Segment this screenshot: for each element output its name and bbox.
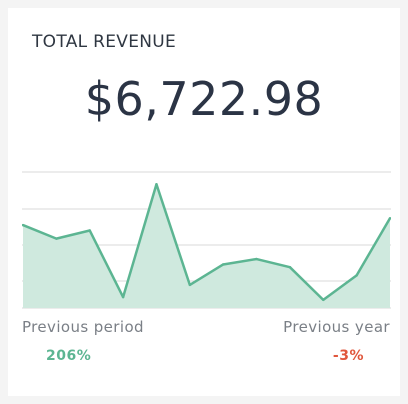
area-fill bbox=[23, 184, 390, 308]
revenue-card: TOTAL REVENUE $6,722.98 Previous period … bbox=[8, 8, 400, 396]
data-point bbox=[22, 223, 25, 227]
data-point bbox=[155, 183, 158, 186]
revenue-area-chart bbox=[22, 171, 391, 309]
data-point bbox=[388, 217, 391, 220]
data-point bbox=[255, 257, 258, 261]
data-point bbox=[288, 266, 292, 269]
total-revenue-value: $6,722.98 bbox=[84, 72, 324, 126]
data-point bbox=[121, 295, 125, 299]
data-point bbox=[355, 274, 358, 277]
series-line bbox=[22, 182, 391, 302]
data-point bbox=[322, 298, 325, 302]
previous-period-label: Previous period bbox=[22, 318, 144, 336]
data-point bbox=[88, 229, 91, 232]
previous-year-change: -3% bbox=[332, 348, 364, 364]
previous-year-label: Previous year bbox=[283, 318, 390, 336]
previous-period-change: 206% bbox=[46, 348, 92, 364]
data-point bbox=[221, 263, 225, 266]
data-point bbox=[55, 237, 58, 240]
data-point bbox=[188, 283, 192, 287]
card-title: TOTAL REVENUE bbox=[32, 32, 177, 52]
